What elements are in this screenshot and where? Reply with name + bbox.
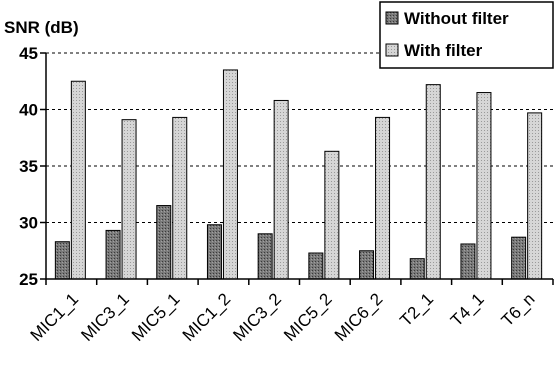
legend-label-without-filter: Without filter — [404, 9, 509, 28]
bar-without-filter — [105, 229, 121, 280]
x-axis-labels: MIC1_1MIC3_1MIC5_1MIC1_2MIC3_2MIC5_2MIC6… — [27, 289, 539, 345]
bar-with-filter — [70, 80, 86, 280]
bar-with-filter — [172, 116, 188, 280]
bar-with-filter — [476, 92, 492, 280]
y-axis-ticks: 25 30 35 40 45 — [19, 44, 46, 289]
bar-with-filter — [425, 84, 441, 280]
x-tick-label: MIC3_1 — [77, 289, 133, 345]
x-tick-label: T4_1 — [447, 289, 488, 330]
bar-with-filter — [222, 69, 238, 280]
bar-with-filter — [527, 112, 543, 280]
bar-without-filter — [257, 233, 273, 280]
legend-swatch-with-filter — [385, 43, 399, 57]
y-tick-label: 25 — [19, 270, 38, 289]
x-tick-label: MIC1_1 — [27, 289, 83, 345]
y-tick-label: 30 — [19, 214, 38, 233]
x-tick-label: MIC5_2 — [280, 289, 336, 345]
legend-swatch-without-filter — [385, 11, 399, 25]
bar-without-filter — [54, 241, 70, 280]
bar-without-filter — [511, 236, 527, 280]
bar-with-filter — [121, 119, 137, 280]
bar-without-filter — [308, 252, 324, 280]
axes — [45, 53, 554, 285]
x-tick-label: MIC1_2 — [179, 289, 235, 345]
y-axis-label: SNR (dB) — [4, 18, 79, 37]
bar-without-filter — [359, 250, 375, 280]
legend-label-with-filter: With filter — [404, 41, 483, 60]
legend: Without filter With filter — [379, 1, 554, 69]
y-tick-label: 45 — [19, 44, 38, 63]
x-tick-label: MIC6_2 — [331, 289, 387, 345]
x-tick-label: T6_n — [498, 289, 539, 330]
y-tick-label: 40 — [19, 101, 38, 120]
x-tick-label: MIC5_1 — [128, 289, 184, 345]
x-tick-label: T2_1 — [396, 289, 437, 330]
bar-without-filter — [409, 258, 425, 280]
bar-without-filter — [206, 224, 222, 280]
bar-with-filter — [273, 99, 289, 280]
y-tick-label: 35 — [19, 157, 38, 176]
bars — [54, 69, 543, 280]
legend-box — [379, 1, 554, 69]
bar-with-filter — [375, 116, 391, 280]
bar-with-filter — [324, 150, 340, 280]
bar-without-filter — [156, 205, 172, 280]
bar-without-filter — [460, 243, 476, 280]
x-tick-label: MIC3_2 — [229, 289, 285, 345]
